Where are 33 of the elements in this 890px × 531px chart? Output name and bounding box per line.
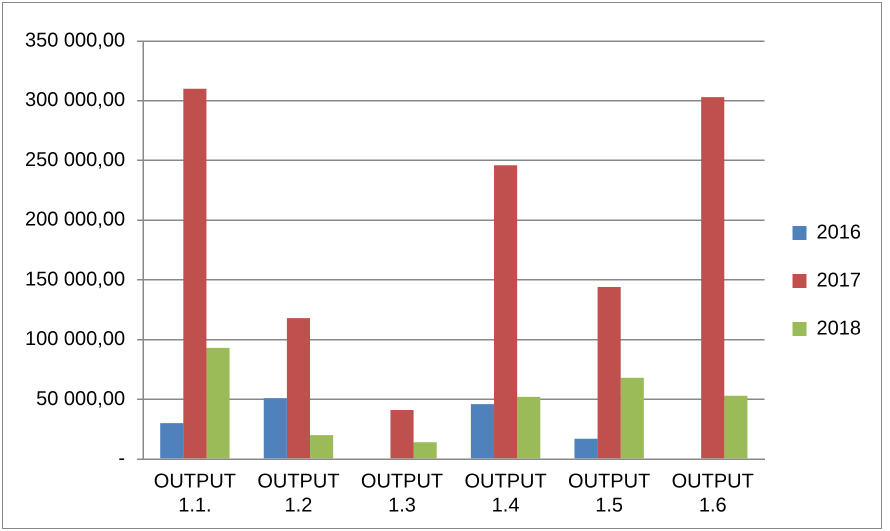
bar xyxy=(206,348,230,458)
bar xyxy=(414,442,437,458)
bar xyxy=(470,404,494,458)
bar xyxy=(724,396,748,458)
y-tick-label: 100 000,00 xyxy=(24,328,126,350)
bar xyxy=(390,410,414,458)
x-tick-label: OUTPUT 1.5 xyxy=(568,470,650,517)
x-tick-label: OUTPUT 1.4 xyxy=(464,470,547,517)
bar xyxy=(701,97,724,458)
bar xyxy=(310,435,334,458)
y-tick-label: - xyxy=(118,448,126,470)
bar xyxy=(598,287,621,458)
bar xyxy=(286,318,310,458)
legend-label: 2017 xyxy=(816,270,862,292)
y-tick-label: 200 000,00 xyxy=(24,208,126,231)
bar xyxy=(620,378,644,458)
y-tick-label: 150 000,00 xyxy=(24,268,126,290)
x-tick-label: OUTPUT 1.3 xyxy=(360,470,444,517)
bar xyxy=(517,396,540,458)
bar xyxy=(183,88,206,458)
bar xyxy=(494,165,518,458)
bar xyxy=(160,423,184,458)
x-tick-label: OUTPUT 1.1. xyxy=(154,470,236,517)
bar xyxy=(264,398,287,458)
bar xyxy=(574,438,598,458)
y-tick-label: 50 000,00 xyxy=(36,388,126,410)
legend-label: 2018 xyxy=(816,318,862,340)
y-tick-label: 250 000,00 xyxy=(24,148,126,171)
y-tick-label: 300 000,00 xyxy=(24,89,126,112)
x-tick-label: OUTPUT 1.2 xyxy=(257,470,340,517)
legend-label: 2016 xyxy=(816,222,862,244)
y-tick-label: 350 000,00 xyxy=(24,30,126,52)
x-tick-label: OUTPUT 1.6 xyxy=(672,470,754,517)
